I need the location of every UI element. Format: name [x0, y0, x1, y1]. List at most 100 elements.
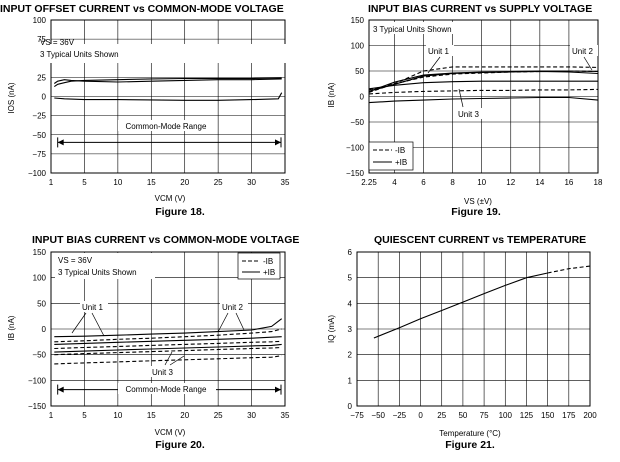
range-arrow-head — [57, 386, 64, 393]
x-tick-label: 8 — [450, 178, 455, 187]
x-tick-label: 175 — [562, 411, 576, 420]
chart-title: INPUT BIAS CURRENT vs SUPPLY VOLTAGE — [368, 3, 592, 15]
series-line — [54, 346, 282, 356]
unit-1-leader — [71, 312, 87, 334]
x-tick-label: 16 — [564, 178, 573, 187]
y-tick-label: 2 — [348, 351, 353, 360]
x-tick-label: 50 — [458, 411, 467, 420]
unit-2-leader — [235, 312, 245, 331]
y-tick-label: 1 — [348, 376, 353, 385]
y-tick-label: 6 — [348, 248, 353, 257]
y-tick-label: 0 — [42, 325, 47, 334]
y-tick-label: 50 — [37, 299, 46, 308]
y-tick-label: 150 — [33, 248, 47, 257]
figure-caption: Figure 19. — [451, 206, 501, 218]
panel-figure-21: −75 −50 −25 0 25 50 75 100 125 150 175 200 6 5 4 3 2 1 0 Q… — [327, 234, 597, 451]
panel-figure-19: 2.25 4 6 8 10 12 14 16 18 150 100 50 0 −50 −100 −150 IN… — [327, 3, 603, 218]
annotation-cm-range: Common-Mode Range — [126, 385, 207, 394]
chart-title: QUIESCENT CURRENT vs TEMPERATURE — [374, 234, 586, 246]
annotation-backdrop — [220, 301, 248, 312]
legend-label-plus-ib: +IB — [395, 158, 407, 167]
annotation-supply: VS = 36V — [58, 256, 93, 265]
label-unit-3: Unit 3 — [152, 368, 173, 377]
label-unit-1: Unit 1 — [428, 47, 449, 56]
x-tick-label: 10 — [113, 411, 122, 420]
x-tick-label: 100 — [499, 411, 513, 420]
annotation-backdrop — [118, 383, 216, 394]
x-tick-label: 25 — [214, 178, 223, 187]
series-line — [54, 343, 282, 353]
y-axis-label: IB (nA) — [7, 315, 16, 340]
series-line — [368, 70, 599, 91]
chart-title: INPUT OFFSET CURRENT vs COMMON-MODE VOLT… — [0, 3, 284, 15]
y-tick-label: −50 — [32, 131, 46, 140]
x-tick-label: 6 — [421, 178, 426, 187]
y-axis-label: IOS (nA) — [7, 82, 16, 113]
y-tick-label: 100 — [351, 42, 365, 51]
y-tick-label: 25 — [37, 73, 46, 82]
y-tick-label: 100 — [33, 16, 47, 25]
legend-label-minus-ib: -IB — [263, 257, 273, 266]
figure-caption: Figure 21. — [445, 439, 495, 451]
annotation-backdrop — [426, 45, 454, 56]
y-axis-label: IQ (mA) — [327, 315, 336, 343]
x-axis-label: VCM (V) — [155, 194, 186, 203]
annotation-backdrop — [80, 301, 108, 312]
y-tick-label: −150 — [28, 402, 47, 411]
plot-frame — [368, 19, 599, 174]
x-tick-label: 5 — [82, 411, 87, 420]
x-tick-label: 75 — [480, 411, 489, 420]
y-tick-label: 0 — [42, 93, 47, 102]
x-tick-label: 5 — [82, 178, 87, 187]
x-tick-label: −50 — [371, 411, 385, 420]
annotation-units: 3 Typical Units Shown — [40, 50, 119, 59]
x-tick-label: 12 — [506, 178, 515, 187]
x-tick-label: 200 — [583, 411, 597, 420]
x-tick-label: 2.25 — [361, 178, 377, 187]
x-tick-label: 0 — [418, 411, 423, 420]
x-tick-label: 35 — [281, 411, 290, 420]
label-unit-1: Unit 1 — [82, 303, 103, 312]
unit-2-leader — [217, 312, 229, 333]
y-tick-label: 150 — [351, 16, 365, 25]
legend-label-plus-ib: +IB — [263, 268, 275, 277]
x-tick-label: 15 — [147, 411, 156, 420]
x-tick-label: 20 — [180, 178, 189, 187]
annotation-supply: VS = 36V — [40, 38, 75, 47]
y-tick-label: −50 — [350, 118, 364, 127]
legend-label-minus-ib: -IB — [395, 146, 405, 155]
annotation-backdrop — [55, 253, 155, 279]
annotation-cm-range: Common-Mode Range — [126, 122, 207, 131]
y-tick-label: 3 — [348, 325, 353, 334]
series-line — [54, 318, 283, 338]
unit-3-leader — [164, 351, 173, 366]
series-line — [368, 96, 599, 104]
y-tick-label: −25 — [32, 112, 46, 121]
unit-1-leader — [427, 56, 441, 74]
y-tick-label: −100 — [28, 376, 47, 385]
unit-3-leader — [169, 355, 185, 366]
annotation-backdrop — [150, 366, 178, 377]
x-tick-label: −75 — [350, 411, 364, 420]
y-tick-label: 50 — [355, 67, 364, 76]
annotation-backdrop — [36, 44, 288, 63]
x-axis-label: VS (±V) — [464, 197, 492, 206]
range-arrow-head — [275, 386, 281, 393]
y-tick-label: −50 — [32, 351, 46, 360]
y-tick-label: 5 — [348, 274, 353, 283]
range-arrow-head — [275, 139, 281, 146]
x-tick-label: 14 — [535, 178, 544, 187]
figure-caption: Figure 20. — [155, 439, 205, 451]
series-line — [54, 355, 282, 365]
x-tick-label: 4 — [392, 178, 397, 187]
series-line — [54, 328, 282, 343]
y-tick-label: 100 — [33, 274, 47, 283]
x-tick-label: 25 — [437, 411, 446, 420]
annotation-backdrop — [118, 120, 216, 131]
annotation-backdrop — [370, 22, 478, 34]
x-tick-label: 125 — [520, 411, 534, 420]
plot-frame — [50, 251, 286, 407]
y-tick-label: −100 — [346, 144, 365, 153]
legend-box — [237, 252, 281, 280]
